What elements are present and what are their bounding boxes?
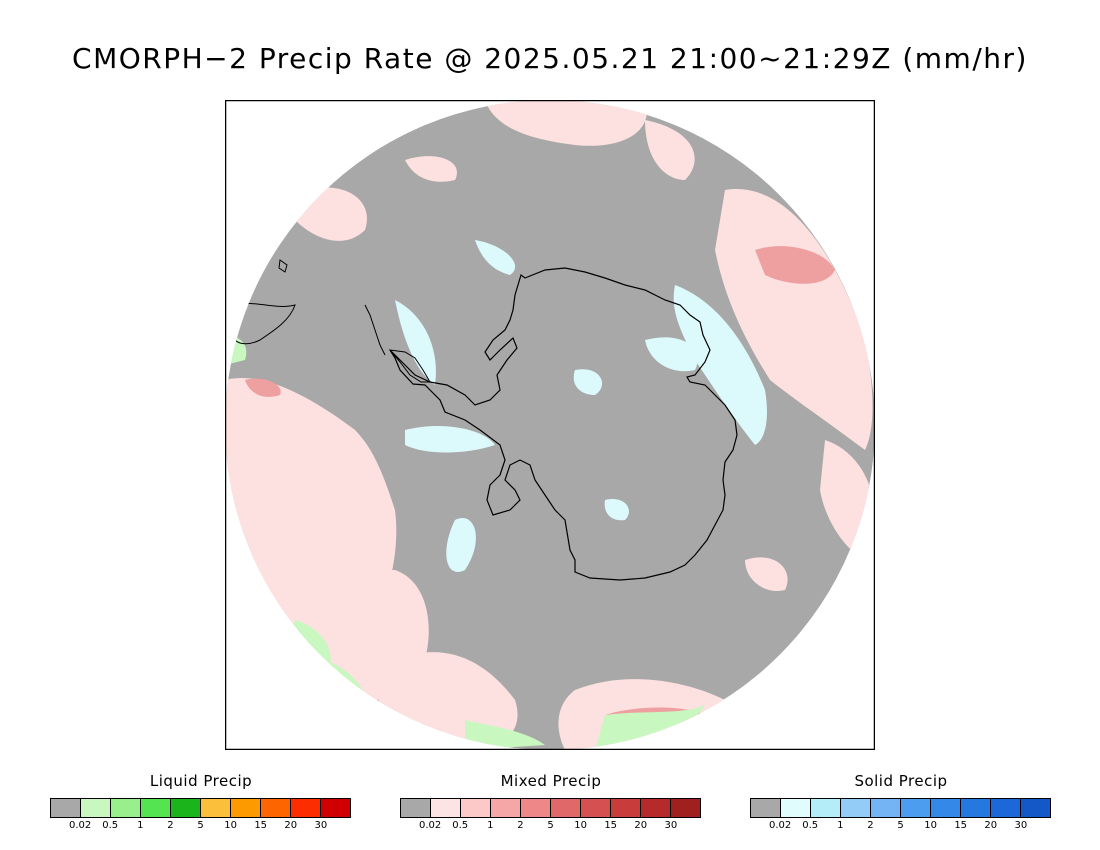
- mixed-core-east: [755, 246, 835, 284]
- legend-tick-label: 2: [517, 820, 524, 831]
- island-coastline: [278, 259, 288, 273]
- map-panel: [224, 99, 876, 751]
- solid-area-interior: [573, 369, 603, 395]
- legend-tick-label: 0.02: [768, 820, 792, 831]
- legend-tick-label: 30: [1014, 820, 1028, 831]
- legend-swatch: [171, 799, 201, 817]
- legend-tick-label: 20: [284, 820, 298, 831]
- legend-swatch: [261, 799, 291, 817]
- map-frame-border: [224, 99, 876, 751]
- legend-swatch: [1021, 799, 1050, 817]
- legend-swatch: [491, 799, 521, 817]
- mixed-area-east-small: [745, 557, 788, 591]
- legend-swatch: [231, 799, 261, 817]
- antarctic-peninsula-coast: [388, 349, 431, 383]
- legend-swatch: [611, 799, 641, 817]
- legend-tick-label: 5: [197, 820, 204, 831]
- legend-tick-label: 0.02: [68, 820, 92, 831]
- solid-area-peninsula: [395, 300, 436, 385]
- legend-swatch: [641, 799, 671, 817]
- legend-swatch: [811, 799, 841, 817]
- legend-ticks: 0.02 0.5 1 2 5 10 15 20 30: [50, 818, 352, 832]
- legend-tick-label: 15: [604, 820, 618, 831]
- legend-colorbar: [750, 798, 1051, 818]
- legend-tick-label: 1: [137, 820, 144, 831]
- antarctica-coastline: [389, 267, 738, 581]
- legend-swatch: [51, 799, 81, 817]
- liquid-precip-legend: Liquid Precip 0.02 0.5 1 2 5 10 15 20 30: [50, 772, 352, 832]
- legend-tick-label: 5: [547, 820, 554, 831]
- legend-ticks: 0.02 0.5 1 2 5 10 15 20 30: [400, 818, 702, 832]
- mixed-area-north-east: [645, 120, 695, 180]
- legend-tick-label: 10: [224, 820, 237, 831]
- legend-swatch: [671, 799, 700, 817]
- legend-swatch: [991, 799, 1021, 817]
- legend-tick-label: 30: [664, 820, 678, 831]
- liquid-area-south-east: [595, 705, 705, 750]
- legend-tick-label: 10: [924, 820, 937, 831]
- legend-swatch: [961, 799, 991, 817]
- mixed-precip-legend: Mixed Precip 0.02 0.5 1 2 5 10 15 20 30: [400, 772, 702, 832]
- liquid-area-south: [465, 720, 545, 750]
- solid-area-north: [475, 240, 516, 275]
- solid-area-east-coast: [673, 285, 767, 445]
- legend-swatch: [551, 799, 581, 817]
- legend-tick-label: 20: [634, 820, 648, 831]
- legend-tick-label: 15: [954, 820, 968, 831]
- legend-swatch: [81, 799, 111, 817]
- legend-tick-label: 5: [897, 820, 904, 831]
- legend-title: Mixed Precip: [500, 772, 602, 790]
- legend-tick-label: 0.5: [802, 820, 819, 831]
- legend-swatch: [751, 799, 781, 817]
- legend-swatch: [781, 799, 811, 817]
- mixed-area-north-small: [405, 156, 457, 182]
- legend-tick-label: 0.5: [102, 820, 119, 831]
- legend-swatch: [321, 799, 350, 817]
- legend-swatch: [841, 799, 871, 817]
- legend-swatch: [431, 799, 461, 817]
- legend-tick-label: 20: [984, 820, 998, 831]
- solid-area-interior-south: [604, 499, 629, 521]
- legend-tick-label: 15: [254, 820, 268, 831]
- south-shetland-islands: [364, 304, 386, 356]
- legend-tick-label: 10: [574, 820, 587, 831]
- legend-tick-label: 1: [487, 820, 494, 831]
- legend-swatch: [931, 799, 961, 817]
- legend-tick-label: 2: [867, 820, 874, 831]
- solid-precip-legend: Solid Precip 0.02 0.5 1 2 5 10 15 20 30: [750, 772, 1052, 832]
- legend-swatch: [901, 799, 931, 817]
- legend-colorbar: [400, 798, 701, 818]
- mixed-core-west: [245, 378, 281, 397]
- legend-swatch: [291, 799, 321, 817]
- legend-tick-label: 2: [167, 820, 174, 831]
- legend-swatch: [581, 799, 611, 817]
- south-america-coastline: [234, 303, 296, 345]
- legend-swatch: [871, 799, 901, 817]
- solid-area-ronne: [405, 425, 495, 453]
- legend-colorbar: [50, 798, 351, 818]
- legend-swatch: [461, 799, 491, 817]
- legend-ticks: 0.02 0.5 1 2 5 10 15 20 30: [750, 818, 1052, 832]
- legend-tick-label: 1: [837, 820, 844, 831]
- legend-tick-label: 0.02: [418, 820, 442, 831]
- solid-precip-areas: [395, 240, 767, 572]
- legend-tick-label: 30: [314, 820, 328, 831]
- solid-area-ross: [446, 518, 476, 572]
- mixed-area-east: [715, 189, 873, 450]
- mixed-area-north: [485, 100, 647, 146]
- legend-swatch: [111, 799, 141, 817]
- legend-tick-label: 0.5: [452, 820, 469, 831]
- legend-title: Solid Precip: [854, 772, 948, 790]
- hemisphere-disc: [225, 100, 875, 750]
- legend-swatch: [201, 799, 231, 817]
- legend-swatch: [521, 799, 551, 817]
- polar-map: [224, 99, 876, 751]
- solid-area-interior-east: [645, 337, 698, 372]
- map-title: CMORPH−2 Precip Rate @ 2025.05.21 21:00~…: [72, 42, 1028, 75]
- legend-title: Liquid Precip: [149, 772, 253, 790]
- legend-swatch: [141, 799, 171, 817]
- legend-swatch: [401, 799, 431, 817]
